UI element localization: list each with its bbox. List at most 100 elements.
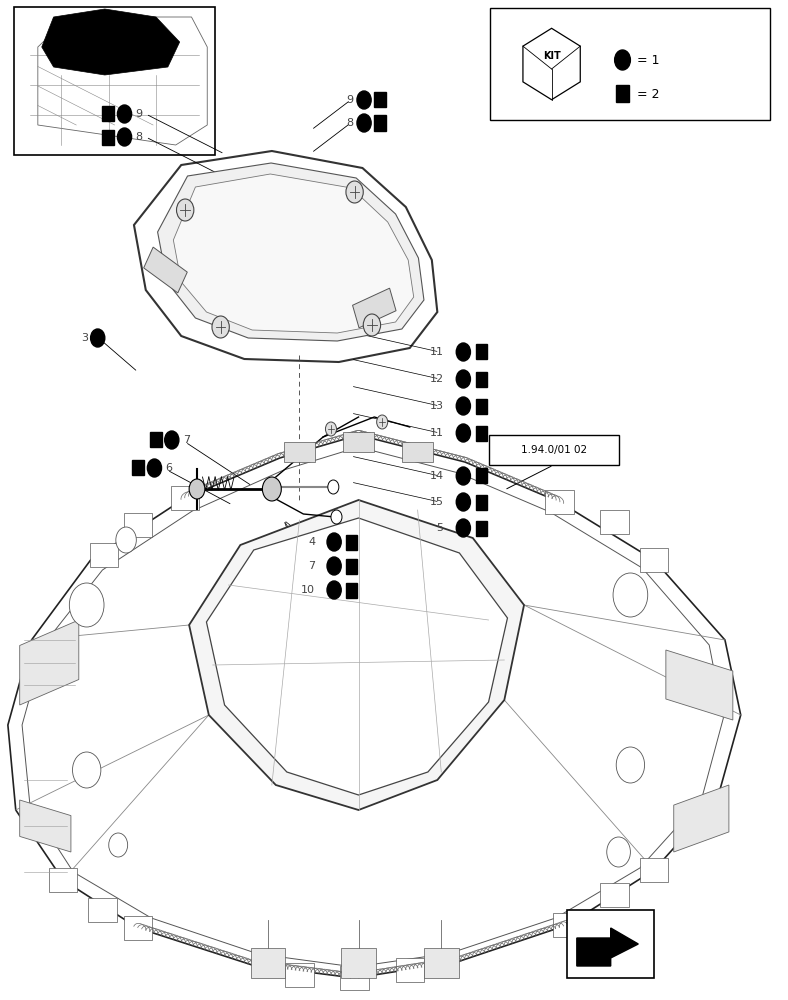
Bar	[150, 432, 162, 447]
Circle shape	[357, 91, 371, 109]
Text: 13: 13	[429, 401, 444, 411]
Bar	[640, 858, 668, 882]
FancyBboxPatch shape	[490, 8, 770, 120]
Text: 4: 4	[308, 537, 315, 547]
Circle shape	[117, 128, 132, 146]
Circle shape	[357, 114, 371, 132]
Text: KIT: KIT	[543, 51, 560, 61]
Circle shape	[327, 557, 341, 575]
Polygon shape	[8, 435, 741, 978]
Polygon shape	[20, 800, 71, 852]
Bar	[374, 92, 385, 107]
Text: 15: 15	[429, 497, 444, 507]
Bar	[476, 521, 487, 536]
Circle shape	[189, 479, 205, 499]
Circle shape	[109, 833, 128, 857]
Bar	[345, 582, 357, 598]
Bar	[476, 495, 487, 510]
Circle shape	[69, 583, 104, 627]
Bar	[345, 534, 357, 550]
Polygon shape	[134, 151, 437, 362]
Bar	[476, 468, 487, 483]
Polygon shape	[189, 500, 524, 810]
Bar	[600, 883, 629, 907]
Circle shape	[212, 316, 229, 338]
Circle shape	[325, 422, 336, 436]
Bar	[124, 513, 152, 537]
Polygon shape	[173, 174, 414, 333]
Bar	[285, 963, 314, 987]
Circle shape	[607, 837, 630, 867]
Circle shape	[262, 477, 281, 501]
Text: 11: 11	[429, 428, 444, 438]
Bar	[124, 916, 152, 940]
Text: 7: 7	[308, 561, 315, 571]
Text: = 1: = 1	[637, 53, 660, 66]
Bar	[49, 868, 77, 892]
Circle shape	[456, 424, 470, 442]
Bar	[600, 510, 629, 534]
Polygon shape	[352, 288, 396, 328]
FancyBboxPatch shape	[14, 7, 215, 155]
Polygon shape	[42, 9, 180, 75]
Circle shape	[116, 527, 136, 553]
Polygon shape	[20, 620, 79, 705]
Bar	[340, 966, 369, 990]
Text: 10: 10	[301, 585, 315, 595]
Circle shape	[328, 480, 339, 494]
Text: 11: 11	[429, 347, 444, 357]
Circle shape	[456, 397, 470, 415]
Circle shape	[377, 415, 388, 429]
Text: 5: 5	[437, 523, 444, 533]
Text: 14: 14	[429, 471, 444, 481]
Bar	[343, 432, 374, 452]
Circle shape	[456, 370, 470, 388]
Text: 8: 8	[346, 118, 353, 128]
Text: 9: 9	[136, 109, 143, 119]
Bar	[553, 913, 582, 937]
Bar	[476, 398, 487, 414]
Circle shape	[456, 467, 470, 485]
Polygon shape	[577, 928, 638, 966]
Bar	[396, 958, 424, 982]
Bar	[341, 948, 376, 978]
Circle shape	[616, 747, 645, 783]
Text: 3: 3	[81, 333, 88, 343]
Bar	[102, 129, 114, 144]
Circle shape	[456, 343, 470, 361]
Polygon shape	[158, 163, 424, 341]
Bar	[640, 548, 668, 572]
Bar	[545, 490, 574, 514]
Polygon shape	[143, 247, 188, 293]
Bar	[132, 460, 143, 475]
FancyBboxPatch shape	[567, 910, 654, 978]
Bar	[476, 344, 487, 359]
Circle shape	[615, 50, 630, 70]
Bar	[402, 442, 433, 462]
Circle shape	[177, 199, 194, 221]
Text: 1.94.0/01 02: 1.94.0/01 02	[521, 445, 586, 455]
Bar	[476, 371, 487, 386]
Bar	[251, 948, 285, 978]
Circle shape	[72, 752, 101, 788]
Circle shape	[331, 510, 342, 524]
Circle shape	[363, 314, 381, 336]
Bar	[424, 948, 459, 978]
Bar	[616, 85, 629, 102]
Bar	[88, 898, 117, 922]
Circle shape	[91, 329, 105, 347]
Polygon shape	[666, 650, 733, 720]
Circle shape	[456, 493, 470, 511]
Bar	[374, 115, 385, 130]
Circle shape	[613, 573, 648, 617]
Bar	[476, 426, 487, 440]
Circle shape	[327, 581, 341, 599]
Bar	[171, 486, 199, 510]
Circle shape	[346, 181, 363, 203]
Text: 6: 6	[165, 463, 173, 473]
Text: 8: 8	[136, 132, 143, 142]
Text: 12: 12	[429, 374, 444, 384]
Polygon shape	[674, 785, 729, 852]
Circle shape	[165, 431, 179, 449]
FancyBboxPatch shape	[489, 435, 619, 465]
